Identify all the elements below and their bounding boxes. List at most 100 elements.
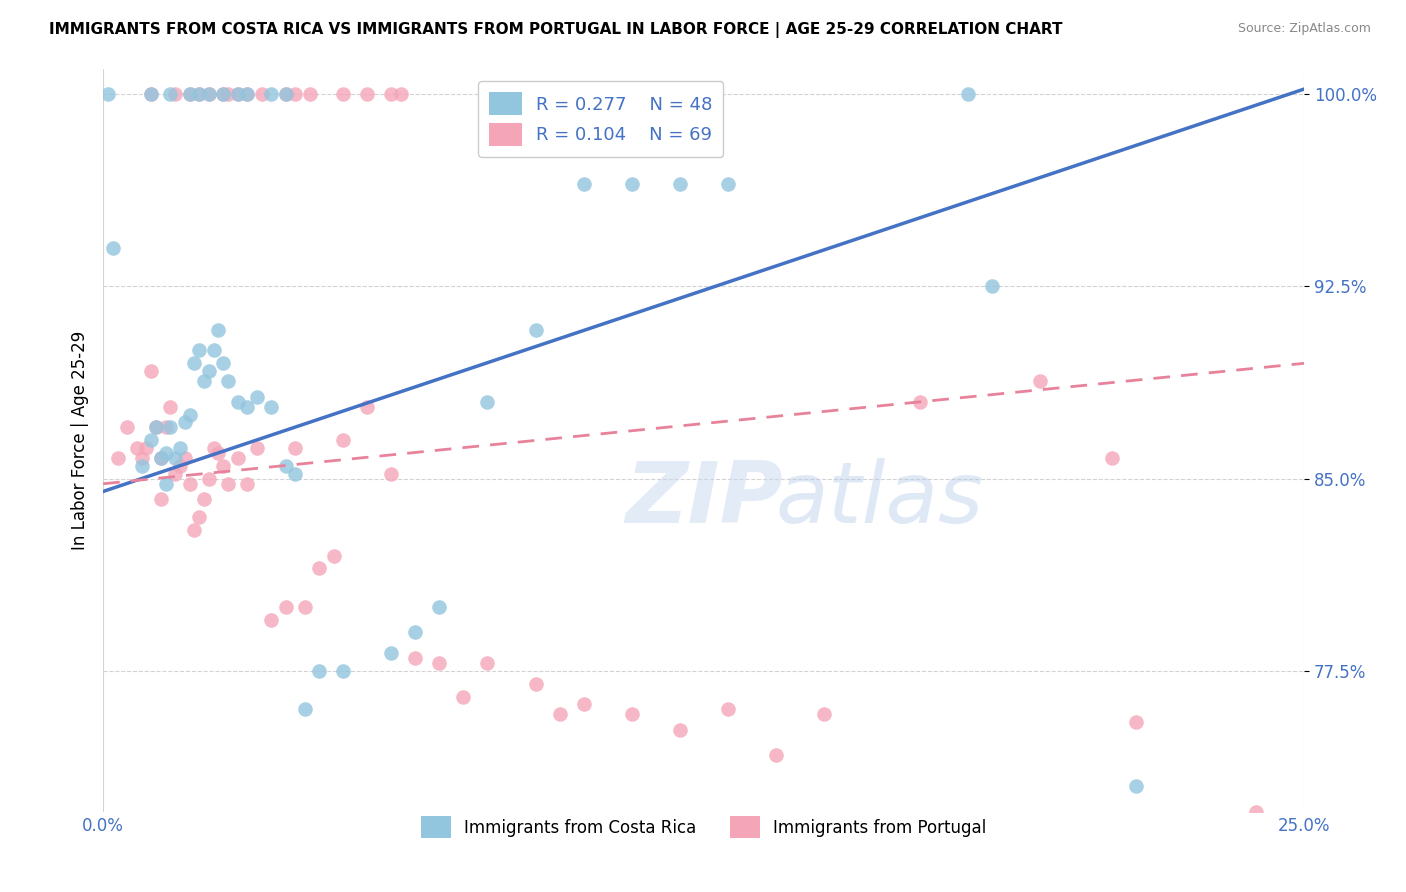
Point <box>226 87 249 102</box>
Point <box>179 408 201 422</box>
Point <box>193 374 215 388</box>
Point <box>212 87 235 102</box>
Point <box>572 177 595 191</box>
Point <box>981 279 1004 293</box>
Point <box>188 510 211 524</box>
Point <box>1244 805 1267 819</box>
Text: atlas: atlas <box>776 458 984 541</box>
Text: IMMIGRANTS FROM COSTA RICA VS IMMIGRANTS FROM PORTUGAL IN LABOR FORCE | AGE 25-2: IMMIGRANTS FROM COSTA RICA VS IMMIGRANTS… <box>49 22 1063 38</box>
Point <box>141 433 163 447</box>
Point <box>179 476 201 491</box>
Point <box>169 441 191 455</box>
Point <box>620 707 643 722</box>
Point <box>274 87 297 102</box>
Point <box>212 458 235 473</box>
Point <box>274 87 297 102</box>
Point <box>356 87 378 102</box>
Point <box>477 657 499 671</box>
Point <box>284 467 307 481</box>
Point <box>169 458 191 473</box>
Point <box>356 400 378 414</box>
Point <box>1125 779 1147 793</box>
Point <box>173 451 195 466</box>
Point <box>956 87 979 102</box>
Point <box>179 87 201 102</box>
Point <box>159 87 181 102</box>
Point <box>572 697 595 711</box>
Point <box>183 356 205 370</box>
Text: ZIP: ZIP <box>624 458 783 541</box>
Point <box>1029 374 1052 388</box>
Point <box>380 646 402 660</box>
Point <box>308 561 330 575</box>
Point <box>274 458 297 473</box>
Point <box>236 87 259 102</box>
Point <box>141 364 163 378</box>
Point <box>145 420 167 434</box>
Point <box>125 441 148 455</box>
Point <box>193 492 215 507</box>
Text: Source: ZipAtlas.com: Source: ZipAtlas.com <box>1237 22 1371 36</box>
Point <box>1101 451 1123 466</box>
Point <box>188 87 211 102</box>
Point <box>149 451 172 466</box>
Point <box>188 343 211 358</box>
Point <box>159 400 181 414</box>
Y-axis label: In Labor Force | Age 25-29: In Labor Force | Age 25-29 <box>72 331 89 549</box>
Point <box>380 467 402 481</box>
Point <box>97 87 120 102</box>
Point <box>620 177 643 191</box>
Point <box>246 390 269 404</box>
Point <box>207 323 229 337</box>
Point <box>155 420 177 434</box>
Point <box>212 87 235 102</box>
Point <box>298 87 321 102</box>
Point <box>429 657 451 671</box>
Point <box>217 87 239 102</box>
Point <box>159 420 181 434</box>
Point <box>813 707 835 722</box>
Point <box>404 625 426 640</box>
Point <box>524 676 547 690</box>
Point <box>236 400 259 414</box>
Point <box>198 87 221 102</box>
Point <box>135 441 157 455</box>
Point <box>332 664 354 678</box>
Point <box>860 856 883 871</box>
Point <box>668 723 690 737</box>
Point <box>149 492 172 507</box>
Point <box>145 420 167 434</box>
Point <box>548 707 571 722</box>
Point <box>284 441 307 455</box>
Point <box>188 87 211 102</box>
Point <box>524 323 547 337</box>
Point <box>429 599 451 614</box>
Point <box>717 702 740 716</box>
Point <box>404 651 426 665</box>
Point <box>717 177 740 191</box>
Point <box>155 446 177 460</box>
Point <box>308 664 330 678</box>
Point <box>1125 715 1147 730</box>
Point <box>250 87 273 102</box>
Point <box>765 748 787 763</box>
Point <box>380 87 402 102</box>
Point <box>217 374 239 388</box>
Point <box>115 420 138 434</box>
Point <box>453 690 475 704</box>
Point <box>207 446 229 460</box>
Point <box>198 364 221 378</box>
Point <box>294 599 316 614</box>
Point <box>141 87 163 102</box>
Point <box>165 467 187 481</box>
Point <box>477 394 499 409</box>
Point <box>131 451 153 466</box>
Point <box>173 415 195 429</box>
Point <box>107 451 129 466</box>
Point <box>284 87 307 102</box>
Point <box>668 177 690 191</box>
Point <box>260 400 283 414</box>
Point <box>260 87 283 102</box>
Point <box>217 476 239 491</box>
Point <box>246 441 269 455</box>
